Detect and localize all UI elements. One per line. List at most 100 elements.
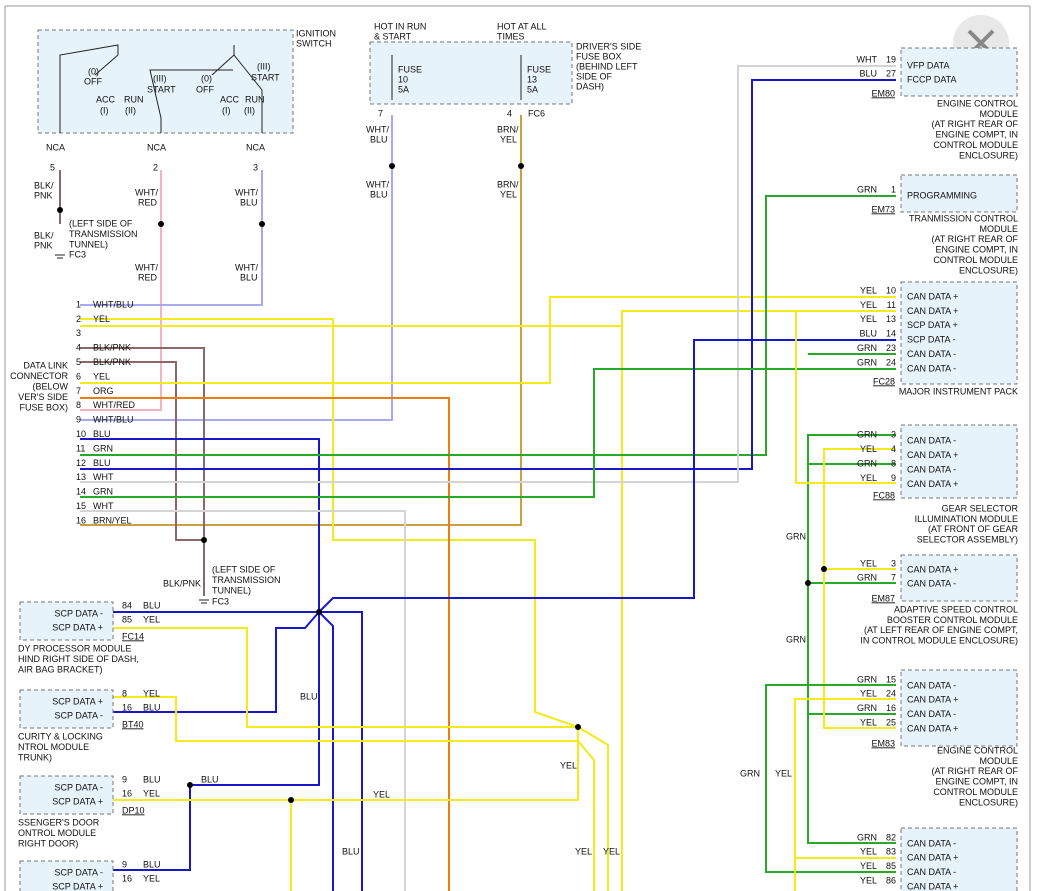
fuse-pin: 4 [507, 108, 512, 118]
wire-label: YEL [775, 768, 792, 778]
connector-id: EM80 [871, 88, 895, 98]
wire-label: GRN [740, 768, 760, 778]
pin-wire: YEL [143, 688, 160, 698]
switch-position: RUN [124, 94, 144, 104]
wire-label: PNK [34, 190, 53, 200]
pin-signal: CAN DATA + [907, 291, 958, 301]
pin-number: 83 [886, 847, 896, 857]
pin-signal: CAN DATA - [907, 838, 956, 848]
switch-position: OFF [84, 76, 102, 86]
pin-signal: VFP DATA [907, 60, 950, 70]
terminal-label: NCA [147, 142, 166, 152]
pin-signal: SCP DATA - [907, 335, 956, 345]
wire-label: BLU [370, 189, 388, 199]
dlc-pin: 16 [76, 515, 86, 525]
pin-wire: YEL [860, 861, 877, 871]
connector-id: EM73 [871, 204, 895, 214]
dlc-wire: YEL [93, 371, 110, 381]
module-description: (AT RIGHT REAR OF [931, 766, 1018, 776]
feed-label: HOT IN RUN [374, 21, 426, 31]
feed-label: & START [374, 31, 412, 41]
pin-number: 11 [887, 300, 896, 310]
pin-number: 23 [886, 343, 896, 353]
pin-wire: YEL [143, 788, 160, 798]
module-description: ENGINE CONTROL [937, 745, 1018, 755]
wire-label: BRN/ [497, 124, 519, 134]
module-description: ENCLOSURE) [959, 150, 1018, 160]
dlc-wire: BLK/PNK [93, 343, 131, 353]
dlc-pin: 8 [76, 400, 81, 410]
wire-label: RED [138, 272, 158, 282]
pin-signal: CAN DATA + [907, 479, 958, 489]
dlc-wire: BLU [93, 429, 111, 439]
switch-position: RUN [245, 94, 265, 104]
pin-number: 16 [122, 788, 132, 798]
switch-contacts [55, 44, 522, 604]
dlc-wire: WHT [93, 501, 114, 511]
pin-wire: YEL [860, 875, 877, 885]
terminal-pin: 2 [153, 162, 158, 172]
pin-signal: FCCP DATA [907, 74, 957, 84]
dlc-wire: WHT/BLU [93, 415, 134, 425]
pin-number: 4 [891, 444, 896, 454]
switch-position: OFF [196, 84, 214, 94]
module-box [900, 669, 1018, 747]
pin-wire: GRN [857, 429, 877, 439]
module-description: ENCLOSURE) [959, 265, 1018, 275]
pin-number: 86 [886, 875, 896, 885]
ground-location: TUNNEL) [212, 585, 251, 595]
ground-location: TRANSMISSION [69, 229, 138, 239]
module-description: HIND RIGHT SIDE OF DASH, [18, 654, 139, 664]
pin-number: 24 [886, 357, 896, 367]
module-box [900, 424, 1018, 499]
wire-label: BLU [370, 134, 388, 144]
connector-id: FC3 [69, 249, 86, 259]
dlc-description: FUSE BOX) [19, 402, 68, 412]
module-box [19, 601, 114, 641]
dlc-description: DATA LINK [23, 360, 68, 370]
dlc-pin: 9 [76, 415, 81, 425]
switch-position: ACC [96, 94, 116, 104]
dlc-pin: 2 [76, 314, 81, 324]
pin-signal: SCP DATA + [907, 320, 958, 330]
pin-number: 85 [886, 861, 896, 871]
module-description: TRUNK) [18, 752, 52, 762]
dlc-wire: ORG [93, 386, 114, 396]
switch-position: (II) [125, 105, 136, 115]
fuse-box-description: DASH) [576, 81, 604, 91]
pin-signal: SCP DATA - [54, 608, 103, 618]
switch-position: (0) [201, 73, 212, 83]
terminal-label: NCA [246, 142, 265, 152]
pin-signal: CAN DATA - [907, 867, 956, 877]
module-box [900, 281, 1018, 385]
module-description: SELECTOR ASSEMBLY) [917, 535, 1018, 545]
dlc-wire: WHT/BLU [93, 299, 134, 309]
wire-label: YEL [560, 760, 577, 770]
wire-label: BRN/ [497, 179, 519, 189]
module-box [900, 827, 1018, 891]
fuse-box-description: FUSE BOX [576, 51, 622, 61]
wire-label: BLK/ [34, 180, 54, 190]
pin-wire: YEL [860, 285, 877, 295]
pin-wire: GRN [857, 458, 877, 468]
module-description: MODULE [979, 756, 1018, 766]
module-description: CURITY & LOCKING [18, 731, 103, 741]
pin-wire: GRN [857, 832, 877, 842]
switch-position: START [251, 72, 280, 82]
module-description: ENGINE COMPT, IN [935, 777, 1018, 787]
pin-signal: CAN DATA + [907, 723, 958, 733]
pin-wire: BLU [143, 859, 161, 869]
wire-label: GRN [786, 634, 806, 644]
dlc-pin: 11 [76, 443, 85, 453]
dlc-pin: 1 [76, 299, 81, 309]
module-description: NTROL MODULE [18, 742, 89, 752]
dlc-wire: GRN [93, 443, 113, 453]
fuse-number: 10 [398, 74, 408, 84]
pin-wire: YEL [860, 689, 877, 699]
pin-signal: SCP DATA + [52, 796, 103, 806]
dlc-wire: GRN [93, 487, 113, 497]
fuse-rating: 5A [398, 84, 409, 94]
switch-title: SWITCH [296, 38, 332, 48]
frame [4, 5, 1031, 891]
